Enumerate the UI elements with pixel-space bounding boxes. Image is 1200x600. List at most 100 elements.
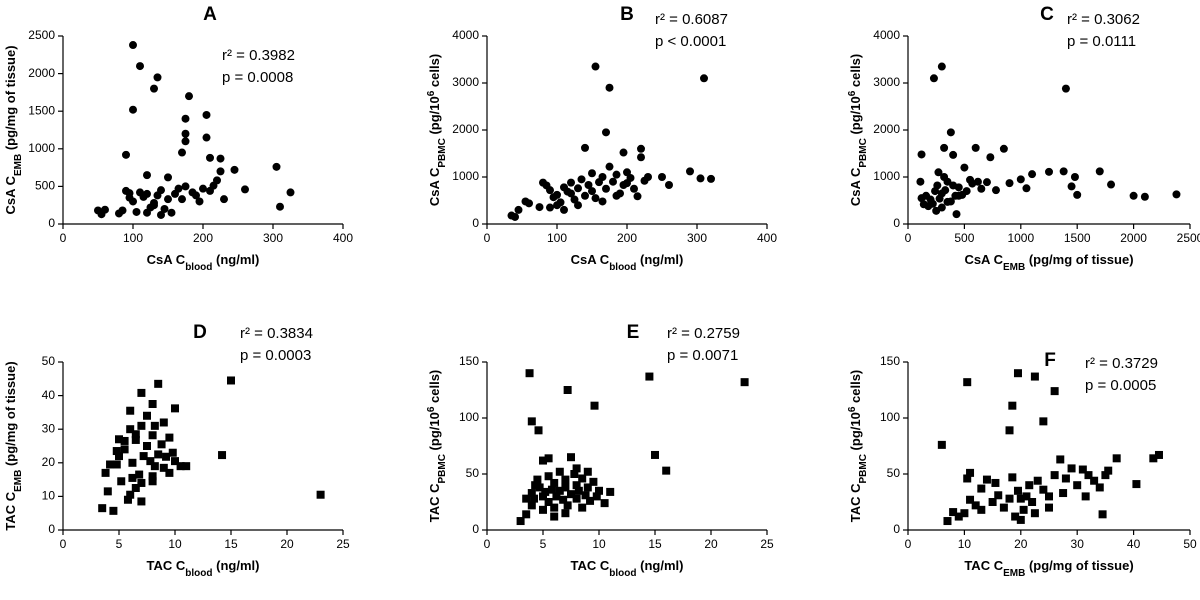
point	[581, 143, 589, 152]
y-axis-label-sub: EMB	[13, 470, 24, 492]
point	[651, 450, 659, 459]
point	[539, 505, 547, 514]
x-tick-label: 0	[905, 231, 912, 245]
point	[148, 477, 157, 486]
x-axis-label-part: TAC C	[964, 558, 1003, 573]
point	[272, 162, 281, 171]
point	[1013, 486, 1022, 495]
point	[602, 128, 610, 137]
point	[1045, 492, 1053, 501]
point	[605, 83, 614, 92]
x-tick-label: 10	[958, 537, 972, 551]
point	[960, 163, 969, 172]
point	[567, 490, 575, 499]
point	[531, 481, 540, 490]
point	[563, 386, 572, 394]
point	[630, 184, 638, 193]
point	[120, 445, 129, 454]
point	[202, 133, 211, 142]
point	[178, 148, 186, 157]
point	[559, 495, 568, 504]
point	[598, 173, 607, 181]
point	[1030, 372, 1039, 381]
point	[589, 477, 598, 486]
x-tick-label: 400	[333, 231, 353, 245]
y-axis-label-part: TAC C	[3, 491, 18, 530]
point	[143, 189, 151, 198]
x-tick-label: 50	[1183, 537, 1197, 551]
point	[171, 457, 179, 466]
point	[514, 205, 523, 214]
point	[1081, 492, 1090, 501]
x-tick-label: 15	[648, 537, 662, 551]
point	[199, 184, 207, 193]
point	[98, 504, 107, 513]
point	[609, 177, 617, 186]
point	[546, 186, 554, 195]
point	[1022, 184, 1031, 193]
point	[623, 179, 631, 188]
point	[598, 197, 607, 206]
x-tick-label: 500	[954, 231, 974, 245]
point	[588, 169, 596, 178]
point	[552, 492, 561, 501]
point	[276, 202, 284, 211]
y-axis-label: CsA CPBMC (pg/106 cells)	[847, 54, 869, 206]
point	[216, 167, 225, 176]
y-axis-label-part: (pg/mg of tissue)	[3, 45, 18, 153]
point	[937, 440, 946, 449]
point	[202, 110, 211, 119]
y-tick-label: 0	[893, 522, 900, 536]
x-tick-label: 300	[687, 231, 707, 245]
point	[567, 178, 575, 187]
point	[129, 41, 137, 50]
point	[605, 162, 614, 171]
point	[150, 201, 158, 210]
point	[1019, 505, 1028, 514]
point	[541, 487, 550, 496]
point	[1073, 481, 1082, 490]
y-tick-label: 1000	[28, 141, 55, 155]
point	[1129, 191, 1138, 200]
point	[931, 187, 940, 196]
point	[555, 467, 564, 476]
point	[572, 494, 581, 503]
point	[195, 197, 204, 206]
y-axis-label-sub: PBMC	[437, 454, 448, 483]
point	[991, 478, 1000, 487]
x-axis-label-sub: blood	[609, 568, 636, 579]
point	[192, 191, 200, 200]
point	[1028, 170, 1037, 179]
point	[917, 194, 926, 203]
point	[128, 473, 137, 482]
point	[181, 137, 190, 146]
point	[165, 433, 174, 442]
y-axis-label-sub: PBMC	[858, 138, 869, 167]
x-axis-label: CsA Cblood (ng/ml)	[147, 252, 260, 273]
x-axis-label: TAC Cblood (ng/ml)	[147, 558, 260, 579]
y-axis-label-part: (pg/10	[427, 96, 442, 138]
point	[167, 208, 176, 217]
x-tick-label: 100	[123, 231, 143, 245]
point	[949, 508, 958, 517]
x-axis-label-part: (pg/mg of tissue)	[1025, 252, 1133, 267]
x-tick-label: 40	[1127, 537, 1141, 551]
point	[994, 491, 1003, 500]
x-axis-label-sub: EMB	[1003, 262, 1025, 273]
y-tick-label: 150	[880, 354, 900, 368]
x-tick-label: 20	[1014, 537, 1028, 551]
point	[125, 189, 134, 198]
point	[539, 492, 547, 501]
point	[137, 478, 146, 487]
y-axis-label-sub: PBMC	[858, 454, 869, 483]
y-tick-label: 2500	[28, 28, 55, 42]
point	[534, 426, 543, 435]
point	[1016, 175, 1025, 184]
point	[977, 505, 986, 514]
point	[101, 468, 110, 477]
y-tick-label: 150	[459, 354, 479, 368]
x-tick-label: 0	[60, 537, 67, 551]
point	[153, 73, 162, 82]
x-axis-label-sub: EMB	[1003, 568, 1025, 579]
panel-title: C	[1040, 4, 1054, 25]
